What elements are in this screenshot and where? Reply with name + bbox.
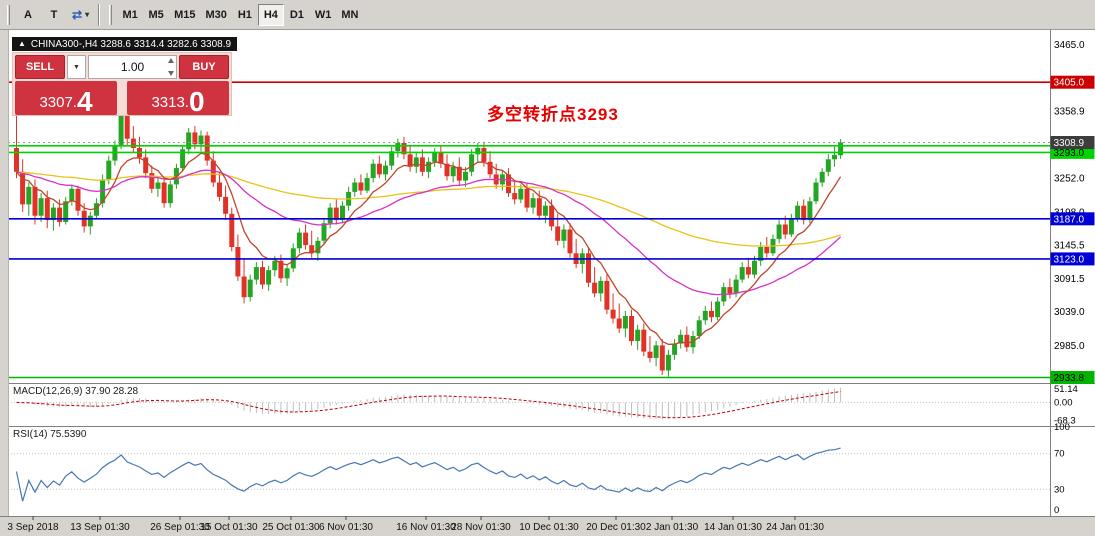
timeframe-h4-button[interactable]: H4 [257,3,284,26]
macd-histogram [22,387,842,420]
timeframe-d1-button[interactable]: D1 [284,4,310,26]
current-price-tag [1050,136,1095,149]
svg-text:3 Sep 2018: 3 Sep 2018 [7,522,59,533]
sell-button[interactable]: SELL [15,55,65,79]
collapse-panel-icon[interactable]: ▲ [18,39,26,48]
volume-dropdown-button[interactable]: ▼ [67,55,86,79]
rsi-line [15,447,841,502]
sell-price-button[interactable]: 3307. 4 [15,81,117,118]
stepper-down-icon[interactable] [168,71,174,76]
time-axis-background[interactable] [0,516,1095,536]
sell-price-main: 3307. [39,94,77,111]
timeframe-m1-button[interactable]: M1 [117,4,143,26]
cursor-tool-button[interactable]: ⇄ ▾ [67,4,94,26]
svg-text:3145.5: 3145.5 [1054,240,1085,251]
macd-axis-label: 51.14 [1054,384,1078,395]
current-price-tag-text: 3308.9 [1054,138,1085,149]
toolbar-separator [98,3,101,26]
price-level-tag [1050,252,1095,266]
timeframe-w1-button[interactable]: W1 [310,4,337,26]
svg-text:3252.0: 3252.0 [1054,174,1085,185]
buy-price-main: 3313. [151,94,189,111]
price-level-tag [1050,371,1095,384]
chart-info-text: CHINA300-,H4 3288.6 3314.4 3282.6 3308.9 [30,38,232,50]
timeframe-m15-button[interactable]: M15 [169,4,200,26]
svg-text:3358.9: 3358.9 [1054,107,1085,118]
rsi-axis-label: 70 [1054,449,1065,460]
svg-text:3465.0: 3465.0 [1054,40,1085,51]
svg-text:10 Dec 01:30: 10 Dec 01:30 [519,522,579,533]
ma-fast-line [16,152,842,345]
price-level-tag [1050,212,1095,226]
rsi-indicator-label: RSI(14) 75.5390 [13,429,87,440]
price-level-tag [1050,75,1095,89]
stepper-up-icon[interactable] [168,58,174,63]
rsi-axis-label: 100 [1054,422,1070,433]
macd-signal-line [16,391,841,419]
arrow-tool-button[interactable]: A [15,4,41,26]
text-tool-button[interactable]: T [41,4,67,26]
svg-text:2 Jan 01:30: 2 Jan 01:30 [646,522,699,533]
toolbar: A T ⇄ ▾ M1 M5 M15 M30 H1 H4 D1 W1 MN [0,0,1095,30]
chart-info-bar: ▲ CHINA300-,H4 3288.6 3314.4 3282.6 3308… [12,37,238,51]
price-level-tag-text: 3405.0 [1054,78,1085,89]
toolbar-grip-2[interactable] [109,4,113,25]
volume-value: 1.00 [120,60,145,74]
buy-button[interactable]: BUY [179,55,229,79]
svg-text:16 Nov 01:30: 16 Nov 01:30 [396,522,456,533]
svg-text:24 Jan 01:30: 24 Jan 01:30 [766,522,824,533]
volume-stepper[interactable] [168,58,174,76]
rsi-axis-label: 0 [1054,505,1059,516]
svg-text:20 Dec 01:30: 20 Dec 01:30 [586,522,646,533]
ma-mid-line [16,169,842,296]
chevron-down-icon: ▾ [85,10,90,19]
macd-indicator-label: MACD(12,26,9) 37.90 28.28 [13,386,139,397]
svg-text:28 Nov 01:30: 28 Nov 01:30 [451,522,511,533]
rsi-axis-label: 30 [1054,484,1065,495]
svg-text:6 Nov 01:30: 6 Nov 01:30 [319,522,373,533]
buy-price-big-digit: 0 [188,86,205,118]
price-level-tag-text: 2933.8 [1054,373,1085,384]
svg-text:15 Oct 01:30: 15 Oct 01:30 [200,522,258,533]
svg-text:25 Oct 01:30: 25 Oct 01:30 [262,522,320,533]
price-level-tag-text: 3187.0 [1054,214,1085,225]
sell-price-big-digit: 4 [76,86,93,118]
timeframe-h1-button[interactable]: H1 [232,4,258,26]
volume-input[interactable]: 1.00 [88,55,177,79]
horizontal-levels [8,81,1050,379]
macd-axis-label: -68.3 [1054,415,1076,426]
buy-price-button[interactable]: 3313. 0 [127,81,229,118]
svg-text:26 Sep 01:30: 26 Sep 01:30 [150,522,210,533]
chart-annotation: 多空转折点3293 [487,105,619,124]
svg-text:13 Sep 01:30: 13 Sep 01:30 [70,522,130,533]
svg-text:3039.0: 3039.0 [1054,307,1085,318]
timeframe-mn-button[interactable]: MN [336,4,363,26]
candles-layer [14,109,844,377]
arrows-icon: ⇄ [72,7,83,22]
svg-text:14 Jan 01:30: 14 Jan 01:30 [704,522,762,533]
one-click-trading-panel: SELL ▼ 1.00 BUY 3307. 4 3313. 0 [12,52,232,116]
price-level-tag-text: 3123.0 [1054,254,1085,265]
price-level-tag-text: 3293.0 [1054,148,1085,159]
toolbar-grip[interactable] [7,4,10,25]
svg-text:2985.0: 2985.0 [1054,341,1085,352]
svg-text:3091.5: 3091.5 [1054,274,1085,285]
timeframe-m30-button[interactable]: M30 [200,4,231,26]
timeframe-m5-button[interactable]: M5 [143,4,169,26]
macd-axis-label: 0.00 [1054,397,1073,408]
price-level-tag [1050,145,1095,159]
